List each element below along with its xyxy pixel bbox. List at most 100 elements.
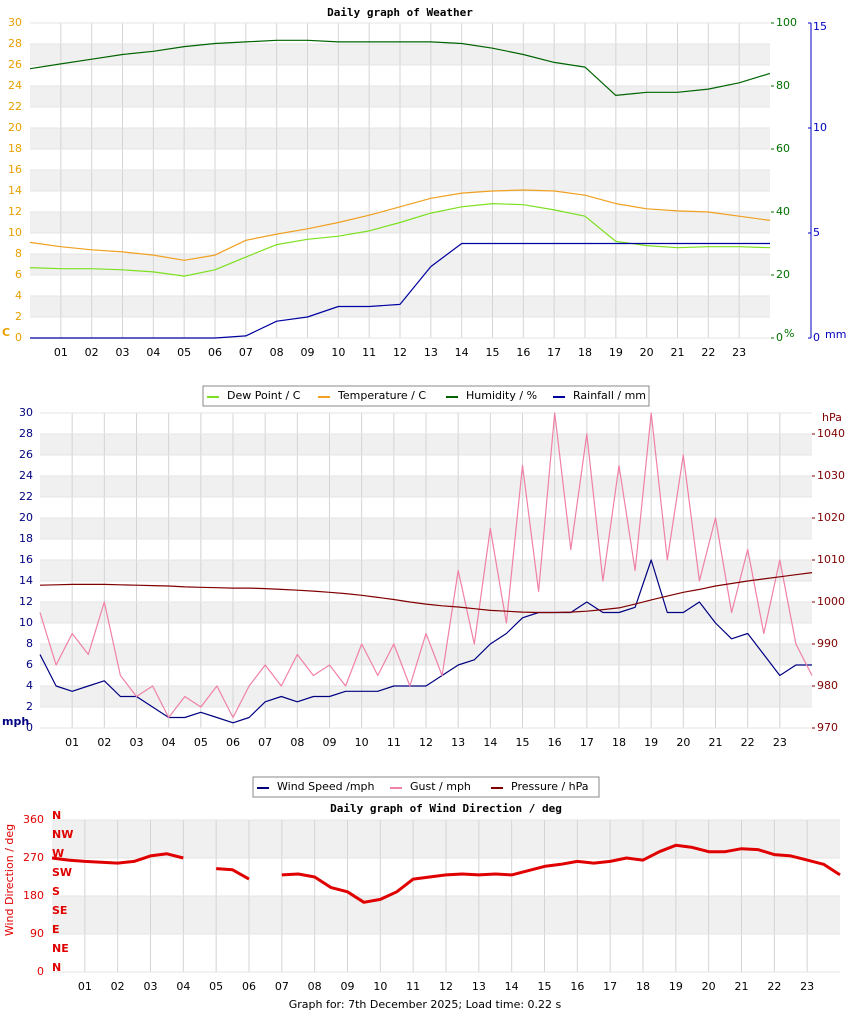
compass-label: NW [52, 828, 73, 841]
y-tick-label: 16 [8, 163, 22, 176]
y-tick-label: 26 [19, 448, 33, 461]
chart-title: Daily graph of Weather [327, 6, 473, 19]
legend-label: Wind Speed /mph [277, 780, 375, 793]
y-tick-label: 0 [15, 331, 22, 344]
y-tick-label: 2 [15, 310, 22, 323]
x-tick-label: 06 [242, 980, 256, 993]
y-tick-label: 30 [19, 406, 33, 419]
x-tick-label: 12 [439, 980, 453, 993]
y-tick-label: 2 [26, 700, 33, 713]
x-tick-label: 01 [78, 980, 92, 993]
legend-box [202, 385, 650, 407]
compass-label: NE [52, 942, 69, 955]
y-tick-label: 14 [8, 184, 22, 197]
compass-label: E [52, 923, 60, 936]
legend-label: Humidity / % [466, 389, 537, 402]
x-tick-label: 21 [709, 736, 723, 749]
y3-tick-label: 0 [813, 331, 820, 344]
x-tick-label: 18 [636, 980, 650, 993]
y2-axis-label: hPa [822, 411, 842, 424]
y2-tick-label: 990 [817, 637, 838, 650]
y-tick-label: 24 [8, 79, 22, 92]
y2-tick-label: 80 [776, 79, 790, 92]
y-tick-label: 26 [8, 58, 22, 71]
y-tick-label: 18 [19, 532, 33, 545]
x-tick-label: 03 [116, 346, 130, 359]
x-tick-label: 09 [341, 980, 355, 993]
y3-axis-label: mm [825, 328, 846, 341]
y-tick-label: 14 [19, 574, 33, 587]
x-tick-label: 17 [603, 980, 617, 993]
chart-title: Daily graph of Wind Direction / deg [330, 802, 562, 815]
x-tick-label: 18 [612, 736, 626, 749]
x-tick-label: 07 [239, 346, 253, 359]
y-tick-label: 18 [8, 142, 22, 155]
y-axis-label: mph [2, 715, 29, 728]
x-tick-label: 17 [547, 346, 561, 359]
x-tick-label: 02 [85, 346, 99, 359]
x-tick-label: 19 [669, 980, 683, 993]
x-tick-label: 03 [130, 736, 144, 749]
y3-tick-label: 10 [813, 121, 827, 134]
y-tick-label: 6 [26, 658, 33, 671]
compass-label: N [52, 809, 61, 822]
y3-tick-label: 5 [813, 226, 820, 239]
y-tick-label: 10 [19, 616, 33, 629]
y2-tick-label: 1030 [817, 469, 845, 482]
y2-tick-label: 980 [817, 679, 838, 692]
y-tick-label: 0 [37, 965, 44, 978]
compass-label: N [52, 961, 61, 974]
y2-tick-label: 1000 [817, 595, 845, 608]
y-tick-label: 22 [19, 490, 33, 503]
y2-tick-label: 970 [817, 721, 838, 734]
y-tick-label: 4 [26, 679, 33, 692]
x-tick-label: 20 [640, 346, 654, 359]
x-tick-label: 06 [226, 736, 240, 749]
y2-tick-label: 20 [776, 268, 790, 281]
x-tick-label: 14 [505, 980, 519, 993]
series-line [51, 843, 841, 904]
legend-label: Dew Point / C [227, 389, 301, 402]
x-tick-label: 03 [144, 980, 158, 993]
y2-tick-label: 0 [776, 331, 783, 344]
x-tick-label: 06 [208, 346, 222, 359]
y-tick-label: 12 [8, 205, 22, 218]
x-tick-label: 20 [702, 980, 716, 993]
y-tick-label: 6 [15, 268, 22, 281]
y-tick-label: 8 [15, 247, 22, 260]
x-tick-label: 04 [146, 346, 160, 359]
x-tick-label: 14 [455, 346, 469, 359]
x-tick-label: 23 [732, 346, 746, 359]
x-tick-label: 10 [331, 346, 345, 359]
x-tick-label: 21 [671, 346, 685, 359]
x-tick-label: 05 [177, 346, 191, 359]
series-line [39, 572, 813, 614]
x-tick-label: 02 [97, 736, 111, 749]
x-tick-label: 11 [406, 980, 420, 993]
legend-label: Pressure / hPa [511, 780, 589, 793]
y2-tick-label: 1020 [817, 511, 845, 524]
y-tick-label: 4 [15, 289, 22, 302]
series-line [29, 203, 771, 277]
y-tick-label: 360 [23, 813, 44, 826]
x-tick-label: 22 [767, 980, 781, 993]
x-tick-label: 22 [741, 736, 755, 749]
legend-label: Temperature / C [337, 389, 426, 402]
legend-label: Rainfall / mm [573, 389, 646, 402]
y-tick-label: 22 [8, 100, 22, 113]
x-tick-label: 13 [424, 346, 438, 359]
x-tick-label: 10 [355, 736, 369, 749]
x-tick-label: 04 [176, 980, 190, 993]
compass-label: W [52, 847, 64, 860]
y-tick-label: 0 [26, 721, 33, 734]
x-tick-label: 23 [773, 736, 787, 749]
x-tick-label: 01 [65, 736, 79, 749]
y-tick-label: 270 [23, 851, 44, 864]
legend-box [252, 776, 600, 798]
x-tick-label: 12 [393, 346, 407, 359]
x-tick-label: 09 [301, 346, 315, 359]
y2-tick-label: 1010 [817, 553, 845, 566]
y2-tick-label: 40 [776, 205, 790, 218]
x-tick-label: 19 [609, 346, 623, 359]
